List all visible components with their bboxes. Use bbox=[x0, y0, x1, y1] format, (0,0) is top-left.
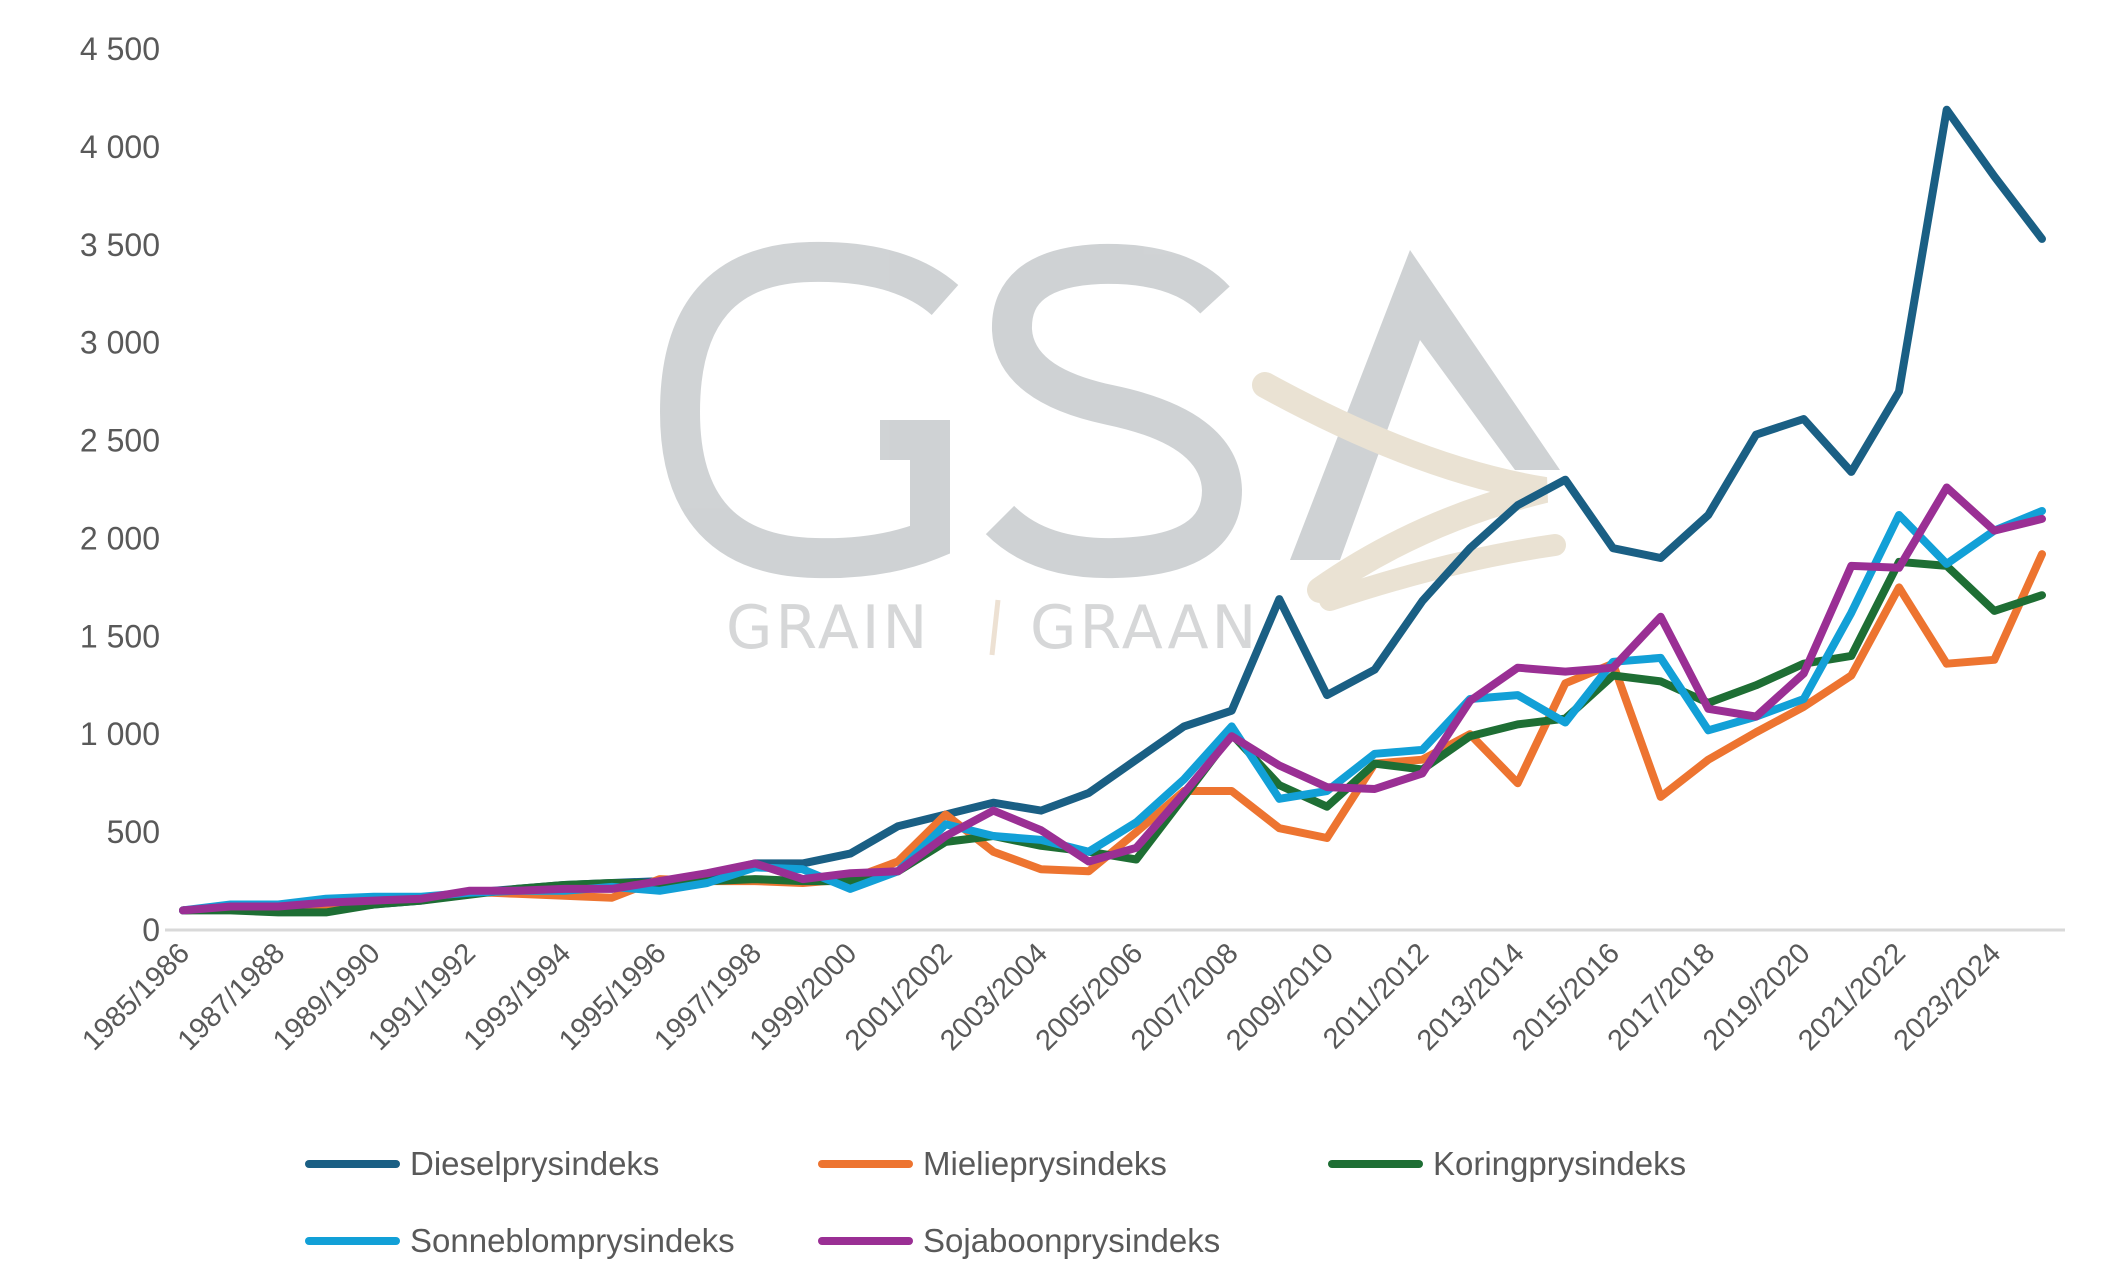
y-tick-label: 3 500 bbox=[80, 227, 160, 263]
gsa-logo-watermark: GRAIN GRAAN bbox=[659, 241, 1566, 663]
y-tick-label: 1 000 bbox=[80, 716, 160, 752]
y-tick-label: 4 000 bbox=[80, 129, 160, 165]
legend-label: Koringprysindeks bbox=[1433, 1145, 1687, 1182]
y-tick-label: 4 500 bbox=[80, 31, 160, 67]
legend-swatch bbox=[818, 1237, 913, 1245]
svg-text:GRAAN: GRAAN bbox=[1030, 593, 1259, 663]
y-tick-label: 0 bbox=[142, 912, 160, 948]
legend-item-wheat: Koringprysindeks bbox=[1328, 1145, 1686, 1183]
logo-letter-s bbox=[985, 243, 1243, 579]
legend-item-soybean: Sojaboonprysindeks bbox=[818, 1222, 1220, 1260]
legend-label: Sonneblomprysindeks bbox=[410, 1222, 735, 1259]
legend-item-maize: Mielieprysindeks bbox=[818, 1145, 1167, 1183]
y-tick-label: 1 500 bbox=[80, 618, 160, 654]
legend-item-diesel: Dieselprysindeks bbox=[305, 1145, 659, 1183]
legend-item-sunflower: Sonneblomprysindeks bbox=[305, 1222, 735, 1260]
legend-swatch bbox=[305, 1237, 400, 1245]
legend-label: Dieselprysindeks bbox=[410, 1145, 660, 1182]
y-tick-label: 3 000 bbox=[80, 325, 160, 361]
legend-label: Sojaboonprysindeks bbox=[923, 1222, 1221, 1259]
series-line-dieselprysindeks bbox=[179, 105, 2046, 915]
legend-swatch bbox=[818, 1160, 913, 1168]
y-tick-label: 500 bbox=[107, 814, 160, 850]
series-line-sojaboonprysindeks bbox=[179, 483, 2046, 915]
legend-swatch bbox=[1328, 1160, 1423, 1168]
legend-swatch bbox=[305, 1160, 400, 1168]
logo-letter-g bbox=[659, 241, 959, 579]
svg-text:GRAIN: GRAIN bbox=[726, 593, 930, 663]
legend-label: Mielieprysindeks bbox=[923, 1145, 1167, 1182]
y-tick-label: 2 000 bbox=[80, 520, 160, 556]
y-tick-label: 2 500 bbox=[80, 423, 160, 459]
